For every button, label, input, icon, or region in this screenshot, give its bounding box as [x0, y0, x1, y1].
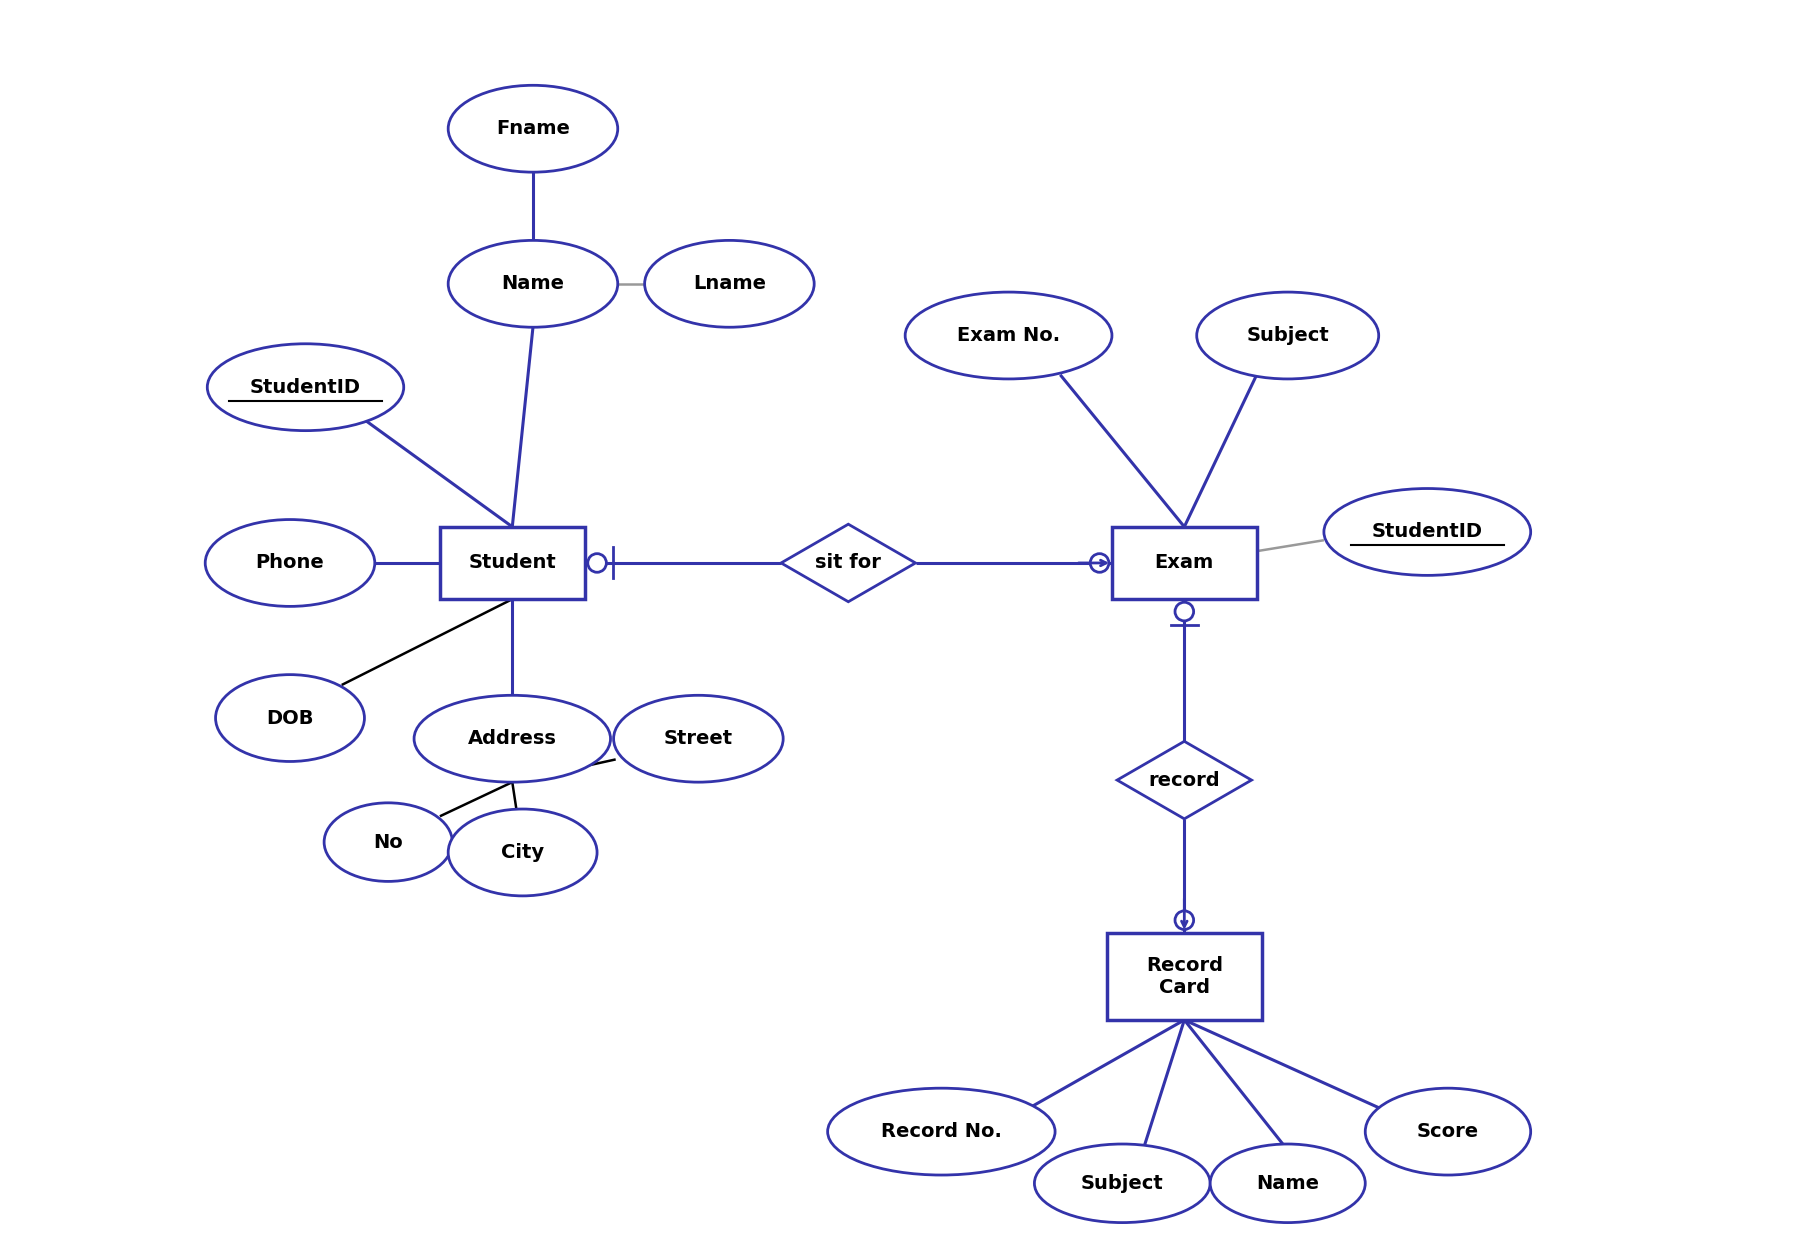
Ellipse shape [1197, 292, 1379, 379]
Text: Lname: Lname [693, 274, 767, 294]
Ellipse shape [1364, 1089, 1530, 1175]
Text: StudentID: StudentID [250, 378, 362, 396]
Polygon shape [781, 524, 916, 601]
Text: Subject: Subject [1246, 326, 1328, 345]
Ellipse shape [324, 802, 452, 881]
Text: Street: Street [664, 729, 733, 749]
Text: Name: Name [1256, 1174, 1319, 1192]
Circle shape [1175, 911, 1193, 930]
Text: Name: Name [502, 274, 565, 294]
Text: sit for: sit for [815, 554, 882, 572]
Text: DOB: DOB [266, 709, 313, 727]
Text: Phone: Phone [256, 554, 324, 572]
Text: No: No [373, 832, 403, 851]
Text: City: City [500, 842, 544, 862]
Text: record: record [1148, 770, 1220, 790]
Ellipse shape [205, 520, 374, 606]
Ellipse shape [448, 809, 598, 896]
Ellipse shape [1035, 1144, 1210, 1222]
Ellipse shape [448, 85, 617, 172]
Ellipse shape [414, 695, 610, 782]
Ellipse shape [644, 240, 814, 328]
Text: Subject: Subject [1082, 1174, 1163, 1192]
Polygon shape [1118, 741, 1251, 819]
Ellipse shape [1323, 489, 1530, 575]
Ellipse shape [207, 344, 403, 431]
Text: Record
Card: Record Card [1147, 956, 1222, 998]
Ellipse shape [828, 1089, 1055, 1175]
Bar [1107, 932, 1262, 1020]
Ellipse shape [1210, 1144, 1364, 1222]
Ellipse shape [448, 240, 617, 328]
Ellipse shape [216, 675, 364, 761]
Bar [1112, 526, 1256, 599]
Ellipse shape [905, 292, 1112, 379]
Bar [439, 526, 585, 599]
Text: Student: Student [468, 554, 556, 572]
Text: Fname: Fname [497, 119, 571, 139]
Text: Exam No.: Exam No. [958, 326, 1060, 345]
Text: Address: Address [468, 729, 556, 749]
Text: Score: Score [1417, 1122, 1480, 1141]
Circle shape [589, 554, 607, 572]
Circle shape [1175, 602, 1193, 621]
Text: Exam: Exam [1154, 554, 1213, 572]
Ellipse shape [614, 695, 783, 782]
Text: StudentID: StudentID [1372, 522, 1483, 541]
Circle shape [1091, 554, 1109, 572]
Text: Record No.: Record No. [880, 1122, 1003, 1141]
